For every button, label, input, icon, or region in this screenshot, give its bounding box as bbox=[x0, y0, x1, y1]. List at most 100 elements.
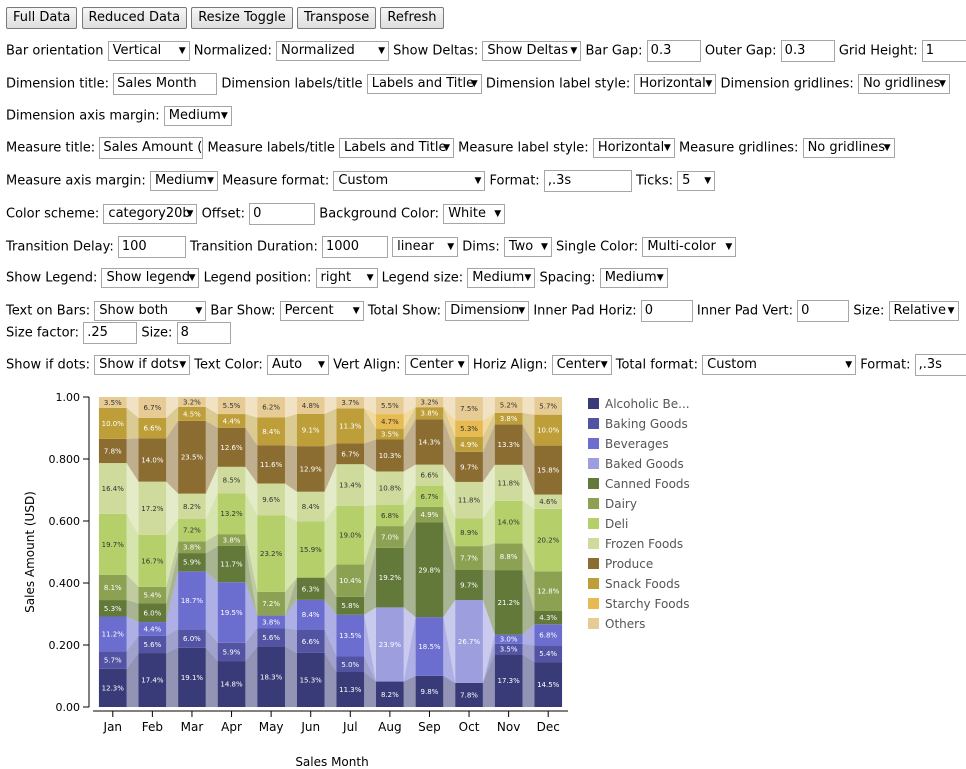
delta-band bbox=[284, 413, 297, 447]
background-color-select[interactable]: White bbox=[443, 204, 506, 224]
show-legend-select[interactable]: Show legend bbox=[101, 268, 200, 288]
delta-band bbox=[245, 534, 258, 616]
legend: Alcoholic Be... Baking Goods Beverages Bake… bbox=[588, 397, 690, 631]
dimension-label-style-select[interactable]: Horizontal bbox=[634, 74, 717, 94]
resize-toggle-button[interactable]: Resize Toggle bbox=[191, 7, 293, 29]
bar-segment bbox=[534, 494, 563, 509]
delta-band bbox=[443, 485, 456, 547]
dims-select[interactable]: Two bbox=[503, 237, 552, 257]
measure-axis-margin-select[interactable]: Medium bbox=[149, 171, 218, 191]
total-show-select[interactable]: Dimension bbox=[445, 301, 530, 321]
bar-segment bbox=[376, 526, 404, 548]
measure-labels-select[interactable]: Labels and Title bbox=[339, 138, 455, 158]
bar-value-label: 4.4% bbox=[223, 417, 241, 425]
x-tick-label: Jun bbox=[300, 720, 320, 734]
delta-band bbox=[482, 543, 495, 571]
measure-format-select[interactable]: Custom bbox=[333, 171, 486, 191]
color-scheme-select[interactable]: category20b bbox=[103, 204, 198, 224]
show-if-dots-select[interactable]: Show if dots bbox=[94, 355, 191, 375]
axes: 0.00 0.200 0.400 0.600 0.800 1.00 Jan Feb Mar Apr… bbox=[23, 391, 568, 769]
transition-duration-input[interactable]: 1000 bbox=[321, 236, 388, 258]
ticks-select[interactable]: 5 bbox=[677, 171, 716, 191]
delta-band bbox=[522, 412, 535, 446]
delta-band bbox=[324, 408, 337, 447]
delta-band bbox=[324, 564, 337, 597]
show-deltas-label: Show Deltas: bbox=[393, 43, 479, 59]
controls-row-8: Transition Delay: 100 Transition Duratio… bbox=[6, 236, 737, 258]
delta-band bbox=[443, 397, 456, 421]
bar-value-label: 29.8% bbox=[418, 566, 441, 574]
grid-height-input[interactable]: 1 bbox=[921, 40, 966, 62]
delta-band bbox=[403, 407, 416, 429]
refresh-button[interactable]: Refresh bbox=[380, 7, 444, 29]
bar-value-label: 8.2% bbox=[183, 503, 201, 511]
transpose-button[interactable]: Transpose bbox=[296, 7, 377, 29]
legend-swatch bbox=[588, 538, 599, 549]
measure-title-input[interactable]: Sales Amount (U bbox=[99, 137, 204, 159]
inner-pad-horiz-input[interactable]: 0 bbox=[640, 300, 693, 322]
bar-value-label: 13.4% bbox=[339, 481, 362, 489]
text-color-select[interactable]: Auto bbox=[266, 355, 329, 375]
bar-value-label: 3.8% bbox=[262, 618, 280, 626]
delta-band bbox=[205, 493, 218, 542]
dimension-gridlines-select[interactable]: No gridlines bbox=[857, 74, 950, 94]
delta-band bbox=[284, 515, 297, 592]
bar-segment bbox=[257, 646, 285, 707]
size-input[interactable]: 8 bbox=[176, 322, 231, 344]
delta-band bbox=[482, 634, 495, 683]
x-tick-label: Jan bbox=[103, 720, 123, 734]
measure-label-style-select[interactable]: Horizontal bbox=[592, 138, 675, 158]
inner-pad-vert-input[interactable]: 0 bbox=[797, 300, 850, 322]
bar-orientation-select[interactable]: Vertical bbox=[107, 41, 190, 61]
size-factor-input[interactable]: .25 bbox=[83, 322, 138, 344]
spacing-select[interactable]: Medium bbox=[599, 268, 668, 288]
bar-show-select[interactable]: Percent bbox=[279, 301, 364, 321]
measure-gridlines-select[interactable]: No gridlines bbox=[802, 138, 895, 158]
delta-band bbox=[522, 624, 535, 646]
bar-segment bbox=[296, 446, 325, 492]
measure-labels-label: Measure labels/title bbox=[207, 140, 335, 156]
controls-row-2: Bar orientation Vertical Normalized: Nor… bbox=[6, 40, 966, 62]
size-mode-select[interactable]: Relative bbox=[888, 301, 959, 321]
legend-position-select[interactable]: right bbox=[315, 268, 378, 288]
delta-band bbox=[284, 628, 297, 653]
vert-align-select[interactable]: Center bbox=[404, 355, 469, 375]
legend-size-select[interactable]: Medium bbox=[467, 268, 536, 288]
text-on-bars-select[interactable]: Show both bbox=[94, 301, 207, 321]
delta-band bbox=[443, 522, 456, 618]
normalized-select[interactable]: Normalized bbox=[276, 41, 390, 61]
single-color-select[interactable]: Multi-color bbox=[642, 237, 737, 257]
format-input[interactable]: ,.3s bbox=[543, 170, 632, 192]
reduced-data-button[interactable]: Reduced Data bbox=[81, 7, 188, 29]
delta-band bbox=[284, 483, 297, 522]
bar-gap-input[interactable]: 0.3 bbox=[646, 40, 701, 62]
horiz-align-select[interactable]: Center bbox=[551, 355, 612, 375]
dimension-axis-margin-select[interactable]: Medium bbox=[163, 106, 232, 126]
bar-segment bbox=[376, 414, 404, 429]
delta-band bbox=[245, 646, 258, 707]
bar-value-label: 17.2% bbox=[141, 505, 164, 513]
total-format-input[interactable]: ,.3s bbox=[914, 354, 966, 376]
bar-segment bbox=[178, 647, 206, 707]
inner-pad-horiz-label: Inner Pad Horiz: bbox=[533, 303, 637, 319]
dimension-title-input[interactable]: Sales Month bbox=[113, 73, 218, 95]
legend-swatch bbox=[588, 418, 599, 429]
bar-segment bbox=[98, 438, 127, 464]
total-format-select[interactable]: Custom bbox=[702, 355, 857, 375]
easing-select[interactable]: linear bbox=[392, 237, 459, 257]
bar-segment bbox=[376, 504, 404, 527]
bar-segment bbox=[494, 634, 523, 644]
bar-segment bbox=[534, 445, 563, 495]
delta-band bbox=[166, 553, 179, 623]
bar-segment bbox=[534, 571, 563, 611]
dimension-labels-select[interactable]: Labels and Title bbox=[366, 74, 482, 94]
offset-input[interactable]: 0 bbox=[249, 203, 316, 225]
full-data-button[interactable]: Full Data bbox=[6, 7, 78, 29]
bar-value-label: 6.0% bbox=[143, 609, 161, 617]
bar-segment bbox=[257, 615, 285, 629]
show-deltas-select[interactable]: Show Deltas bbox=[482, 41, 582, 61]
legend-swatch bbox=[588, 398, 599, 409]
transition-delay-input[interactable]: 100 bbox=[117, 236, 186, 258]
legend-label: Snack Foods bbox=[605, 577, 680, 591]
outer-gap-input[interactable]: 0.3 bbox=[780, 40, 835, 62]
